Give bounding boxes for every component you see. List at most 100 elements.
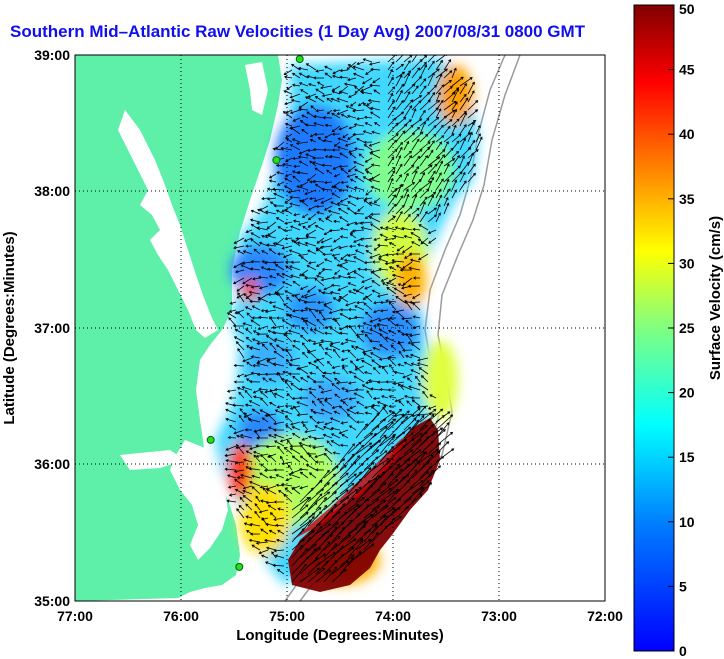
- velocity-arrow: [301, 274, 309, 279]
- velocity-arrow: [362, 77, 373, 85]
- velocity-arrow: [404, 299, 413, 311]
- velocity-arrow: [256, 226, 269, 231]
- velocity-arrow: [234, 309, 245, 315]
- velocity-arrow: [467, 139, 476, 151]
- velocity-arrow: [253, 248, 261, 255]
- velocity-arrow: [443, 91, 456, 103]
- velocity-arrow: [288, 249, 301, 255]
- velocity-arrow: [403, 124, 414, 135]
- velocity-arrow: [259, 472, 269, 479]
- velocity-arrow: [266, 197, 277, 201]
- velocity-arrow: [451, 154, 460, 167]
- velocity-arrow: [236, 508, 245, 519]
- chart-title: Southern Mid–Atlantic Raw Velocities (1 …: [10, 22, 586, 41]
- velocity-arrow: [338, 164, 349, 169]
- velocity-arrow: [333, 410, 341, 415]
- velocity-arrow: [242, 357, 253, 363]
- velocity-arrow: [370, 111, 381, 119]
- y-tick-label: 36:00: [34, 456, 70, 472]
- velocity-arrow: [419, 465, 433, 479]
- velocity-arrow: [332, 297, 341, 303]
- velocity-arrow: [315, 569, 332, 583]
- velocity-arrow: [307, 562, 321, 575]
- velocity-arrow: [411, 166, 420, 175]
- velocity-arrow: [354, 365, 365, 375]
- velocity-arrow: [353, 123, 365, 127]
- velocity-arrow: [317, 300, 325, 304]
- velocity-arrow: [409, 333, 421, 338]
- velocity-arrow: [315, 468, 325, 472]
- velocity-arrow: [282, 253, 293, 259]
- velocity-arrow: [371, 457, 390, 471]
- velocity-arrow: [236, 476, 245, 480]
- velocity-arrow: [302, 351, 309, 359]
- velocity-arrow: [346, 413, 357, 423]
- velocity-arrow: [419, 85, 427, 95]
- velocity-arrow: [266, 221, 277, 230]
- velocity-arrow: [451, 76, 464, 87]
- velocity-arrow: [267, 413, 277, 423]
- velocity-arrow: [345, 389, 357, 393]
- velocity-arrow: [292, 280, 301, 287]
- velocity-arrow: [376, 293, 389, 298]
- velocity-arrow: [379, 435, 395, 455]
- velocity-arrow: [249, 218, 261, 223]
- velocity-arrow: [395, 204, 405, 215]
- velocity-arrow: [245, 328, 253, 335]
- velocity-arrow: [237, 348, 245, 359]
- velocity-arrow: [364, 405, 373, 409]
- velocity-arrow: [332, 69, 341, 75]
- velocity-arrow: [397, 383, 405, 391]
- velocity-arrow: [316, 81, 325, 87]
- velocity-arrow: [403, 140, 410, 151]
- velocity-arrow: [351, 345, 357, 351]
- velocity-arrow: [272, 362, 285, 367]
- velocity-arrow: [348, 308, 357, 312]
- x-tick-label: 72:00: [587, 608, 623, 624]
- velocity-arrow: [334, 377, 341, 383]
- velocity-arrow: [316, 211, 325, 215]
- velocity-arrow: [286, 439, 293, 447]
- velocity-arrow: [237, 250, 245, 255]
- velocity-arrow: [284, 290, 293, 295]
- velocity-arrow: [272, 242, 285, 247]
- velocity-arrow: [379, 233, 389, 239]
- velocity-arrow: [233, 277, 245, 285]
- velocity-arrow: [276, 316, 284, 320]
- velocity-arrow: [292, 339, 301, 343]
- velocity-arrow: [306, 452, 317, 456]
- velocity-arrow: [345, 185, 357, 191]
- velocity-arrow: [282, 111, 293, 119]
- x-axis-label: Longitude (Degrees:Minutes): [236, 627, 444, 644]
- velocity-arrow: [422, 390, 429, 399]
- velocity-arrow: [348, 324, 357, 335]
- velocity-arrow: [411, 67, 421, 79]
- velocity-arrow: [395, 195, 404, 207]
- velocity-arrow: [316, 237, 325, 244]
- velocity-arrow: [297, 155, 309, 159]
- velocity-arrow: [338, 245, 349, 250]
- velocity-arrow: [387, 187, 398, 199]
- velocity-arrow: [363, 465, 377, 479]
- velocity-arrow: [403, 439, 423, 455]
- velocity-arrow: [301, 197, 309, 202]
- velocity-arrow: [320, 197, 333, 204]
- velocity-arrow: [352, 288, 365, 295]
- x-tick-label: 73:00: [481, 608, 517, 624]
- velocity-arrow: [387, 444, 406, 463]
- velocity-arrow: [443, 178, 450, 191]
- velocity-arrow: [284, 380, 293, 391]
- velocity-arrow: [292, 219, 301, 223]
- velocity-arrow: [264, 309, 277, 314]
- velocity-arrow: [339, 453, 355, 471]
- velocity-arrow: [346, 408, 357, 415]
- velocity-arrow: [304, 189, 317, 195]
- velocity-arrow: [250, 355, 261, 359]
- velocity-arrow: [312, 156, 325, 160]
- velocity-arrow: [419, 164, 433, 175]
- velocity-arrow: [324, 180, 333, 185]
- velocity-arrow: [314, 309, 325, 313]
- velocity-arrow: [300, 256, 309, 263]
- velocity-arrow: [283, 493, 293, 503]
- velocity-arrow: [366, 390, 373, 399]
